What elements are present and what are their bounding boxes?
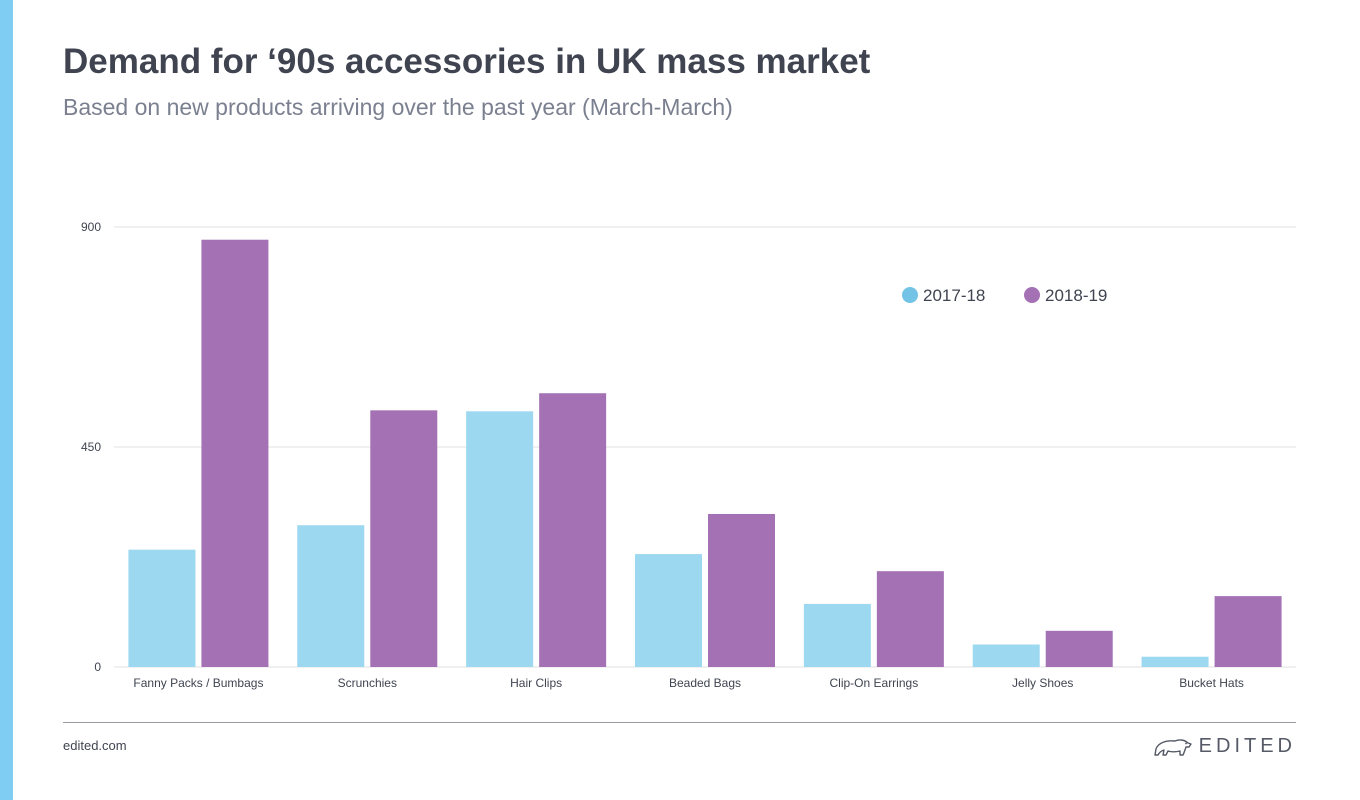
bar-2017-18: [297, 525, 365, 667]
bar-2018-19: [1214, 596, 1282, 667]
y-tick-label: 450: [81, 440, 101, 454]
bar-2017-18: [803, 603, 871, 667]
bar-2018-19: [539, 393, 607, 667]
x-tick-label: Clip-On Earrings: [830, 676, 919, 690]
bar-2018-19: [876, 571, 944, 667]
bar-2017-18: [1141, 656, 1209, 667]
footer-divider: [63, 722, 1296, 723]
bar-2018-19: [708, 513, 775, 667]
y-tick-label: 900: [81, 220, 101, 234]
y-tick-label: 0: [94, 660, 101, 674]
legend-label: 2017-18: [923, 286, 985, 305]
brand-logo: EDITED: [1153, 734, 1296, 758]
bar-2018-19: [201, 239, 269, 667]
legend-label: 2018-19: [1045, 286, 1107, 305]
bar-2017-18: [466, 411, 534, 667]
x-tick-label: Hair Clips: [510, 676, 562, 690]
x-tick-label: Fanny Packs / Bumbags: [133, 676, 263, 690]
bar-2017-18: [972, 644, 1040, 667]
polar-bear-icon: [1153, 739, 1192, 756]
x-tick-label: Beaded Bags: [669, 676, 741, 690]
bar-chart: 0 450 900 Fanny Packs / Bumbags Scrunchies Ha…: [81, 220, 1296, 690]
bar-2018-19: [370, 410, 438, 667]
legend-swatch: [902, 287, 918, 303]
footer-url: edited.com: [63, 738, 127, 753]
bar-2017-18: [635, 554, 702, 667]
chart-title: Demand for ‘90s accessories in UK mass m…: [63, 42, 871, 81]
bar-2018-19: [1045, 630, 1113, 667]
x-tick-label: Scrunchies: [338, 676, 397, 690]
accent-bar: [0, 0, 13, 800]
x-tick-label: Jelly Shoes: [1012, 676, 1073, 690]
x-tick-label: Bucket Hats: [1179, 676, 1244, 690]
bar-2017-18: [128, 549, 196, 667]
legend-swatch: [1024, 287, 1040, 303]
brand-name: EDITED: [1198, 734, 1296, 757]
chart-subtitle: Based on new products arriving over the …: [63, 94, 733, 120]
